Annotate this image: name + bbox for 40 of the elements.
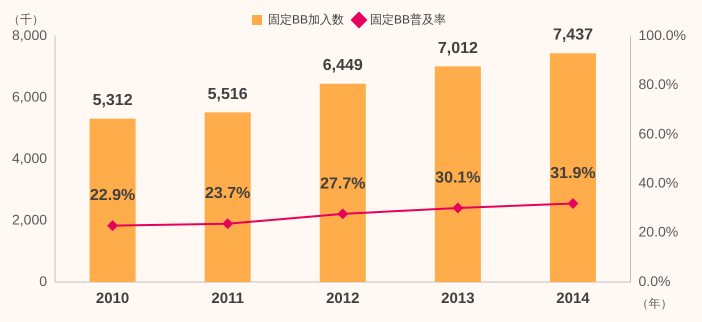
data-label: 31.9% <box>550 164 596 182</box>
bar <box>434 66 481 282</box>
x-tick-label: 2013 <box>441 290 475 308</box>
point <box>108 220 118 231</box>
y-tick-label: 4,000 <box>12 150 48 166</box>
legend-label: 固定BB普及率 <box>370 12 446 26</box>
data-label: 23.7% <box>204 185 250 202</box>
data-label: 5,516 <box>208 86 248 103</box>
y-tick-label: 6,000 <box>12 88 48 104</box>
x-tick-label: 2014 <box>556 290 590 308</box>
y2-tick-label: 20.0% <box>638 224 678 240</box>
y-tick-label: 8,000 <box>12 26 48 43</box>
data-label: 30.1% <box>435 169 481 186</box>
point <box>338 208 348 219</box>
bar <box>90 118 136 282</box>
data-label: 7,012 <box>438 40 478 57</box>
legend-label: 固定BB加入数 <box>268 12 344 26</box>
y2-tick-label: 60.0% <box>638 125 678 142</box>
bar <box>550 53 596 282</box>
x-tick-label: 2010 <box>96 290 130 308</box>
data-label: 6,449 <box>322 57 363 74</box>
y2-tick-label: 100.0% <box>638 26 686 43</box>
data-label: 22.9% <box>90 187 136 204</box>
point <box>568 198 578 209</box>
y-axis-title: （千） <box>8 12 44 26</box>
bar <box>320 84 366 282</box>
x-tick-label: 2012 <box>326 290 360 308</box>
bar <box>204 112 251 282</box>
y-tick-label: 2,000 <box>12 211 48 228</box>
x-tick-label: 2011 <box>211 290 244 308</box>
x-axis-title: （年） <box>636 296 673 310</box>
y2-tick-label: 80.0% <box>638 76 678 92</box>
y-tick-label: 0 <box>39 272 48 289</box>
point <box>452 202 463 213</box>
data-label: 7,437 <box>552 26 594 44</box>
point <box>222 218 233 229</box>
y2-tick-label: 0.0% <box>638 272 670 289</box>
data-label: 27.7% <box>320 175 366 192</box>
y2-tick-label: 40.0% <box>638 174 678 190</box>
data-label: 5,312 <box>92 92 133 110</box>
